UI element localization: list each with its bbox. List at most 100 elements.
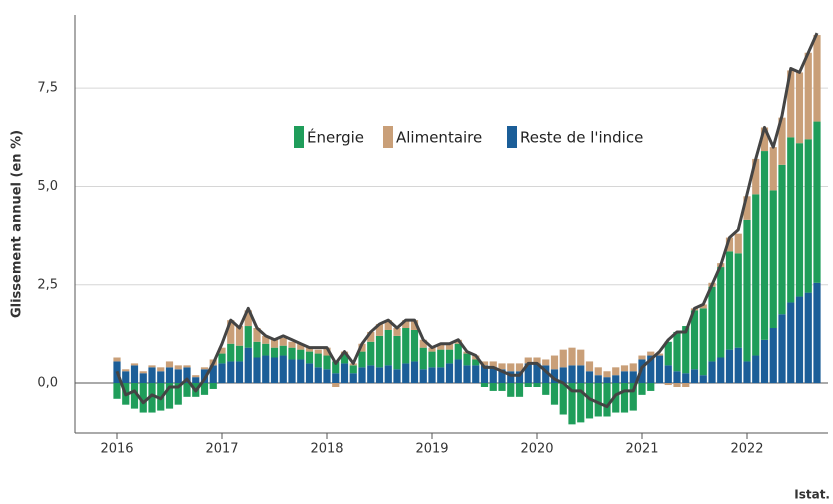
bar-segment (734, 233, 742, 254)
bar-segment (559, 349, 567, 368)
bar-segment (673, 371, 681, 384)
bar-segment (375, 367, 384, 384)
bar-segment (612, 383, 620, 413)
bar-segment (402, 363, 410, 384)
bar-segment (445, 343, 454, 350)
bar-segment (183, 367, 191, 384)
bar-segment (384, 320, 392, 330)
bar-segment (472, 365, 480, 384)
bar-segment (559, 367, 567, 384)
bar-segment (533, 383, 541, 387)
bar-segment (174, 383, 182, 405)
bar-segment (533, 357, 541, 364)
bar-segment (612, 367, 620, 376)
bar-segment (515, 383, 524, 397)
bar-segment (384, 365, 392, 384)
bar-segment (209, 383, 217, 389)
bar-segment (262, 335, 270, 344)
bar-segment (480, 365, 489, 384)
bar-segment (157, 371, 165, 384)
bar-segment (157, 367, 165, 372)
bar-segment (139, 371, 147, 374)
bar-segment (612, 375, 620, 384)
bar-segment (122, 369, 130, 372)
bar-segment (332, 361, 340, 374)
bar-segment (594, 367, 602, 376)
bar-segment (148, 383, 156, 413)
bar-segment (235, 361, 244, 384)
bar-segment (524, 383, 532, 387)
bar-segment (559, 383, 567, 415)
bar-segment (524, 357, 532, 364)
bar-segment (244, 310, 252, 327)
bar-segment (384, 329, 392, 366)
bar-segment (323, 355, 331, 370)
bar-segment (804, 52, 812, 140)
y-tick-label: 5,0 (37, 179, 58, 194)
bar-segment (270, 339, 279, 348)
bar-segment (515, 371, 524, 384)
bar-segment (393, 335, 401, 370)
bar-segment (620, 371, 629, 384)
bar-segment (445, 363, 454, 384)
bar-segment (375, 335, 384, 368)
bar-segment (130, 383, 139, 409)
bar-segment (463, 353, 471, 366)
bar-segment (235, 326, 244, 346)
bar-segment (227, 361, 235, 384)
bar-segment (305, 347, 314, 352)
bar-segment (568, 347, 576, 366)
y-axis-label: Glissement annuel (en %) (10, 130, 25, 318)
bar-segment (577, 365, 585, 384)
bar-segment (340, 353, 349, 364)
bar-segment (585, 383, 594, 419)
bar-segment (507, 371, 515, 384)
bar-segment (454, 343, 462, 360)
bar-segment (813, 35, 821, 122)
bar-segment (367, 341, 375, 366)
bar-segment (769, 147, 777, 191)
bar-segment (174, 369, 182, 384)
bar-segment (218, 347, 226, 354)
bar-segment (279, 337, 287, 346)
bar-segment (647, 383, 655, 391)
bar-segment (244, 347, 252, 384)
bar-segment (192, 375, 200, 378)
bar-segment (682, 326, 690, 374)
bar-segment (533, 363, 541, 384)
bar-segment (305, 363, 314, 384)
bar-segment (638, 355, 646, 360)
bar-segment (349, 365, 357, 374)
bar-segment (253, 357, 261, 384)
bar-segment (113, 383, 121, 399)
bar-segment (340, 363, 349, 384)
bar-segment (813, 282, 821, 384)
bar-segment (813, 121, 821, 283)
bar-segment (402, 328, 410, 364)
bar-segment (270, 347, 279, 358)
bar-segment (647, 355, 655, 384)
bar-segment (725, 251, 734, 350)
bar-segment (699, 308, 707, 376)
bar-segment (297, 349, 305, 360)
bar-segment (734, 347, 742, 384)
bar-segment (314, 367, 322, 384)
bar-segment (682, 373, 690, 384)
bar-segment (507, 383, 515, 397)
bar-segment (314, 349, 322, 354)
bar-segment (367, 331, 375, 342)
bar-segment (717, 357, 725, 384)
bar-segment (437, 343, 445, 350)
bar-segment (620, 365, 629, 372)
bar-segment (743, 196, 751, 220)
bar-segment (542, 383, 550, 395)
bar-segment (244, 326, 252, 348)
total-line (115, 32, 819, 409)
bar-segment (445, 349, 454, 364)
bar-segment (664, 383, 672, 386)
bar-segment (489, 367, 497, 384)
bar-segment (139, 383, 147, 413)
bar-segment (122, 371, 130, 384)
bar-segment (489, 361, 497, 368)
legend-swatch (383, 126, 393, 148)
